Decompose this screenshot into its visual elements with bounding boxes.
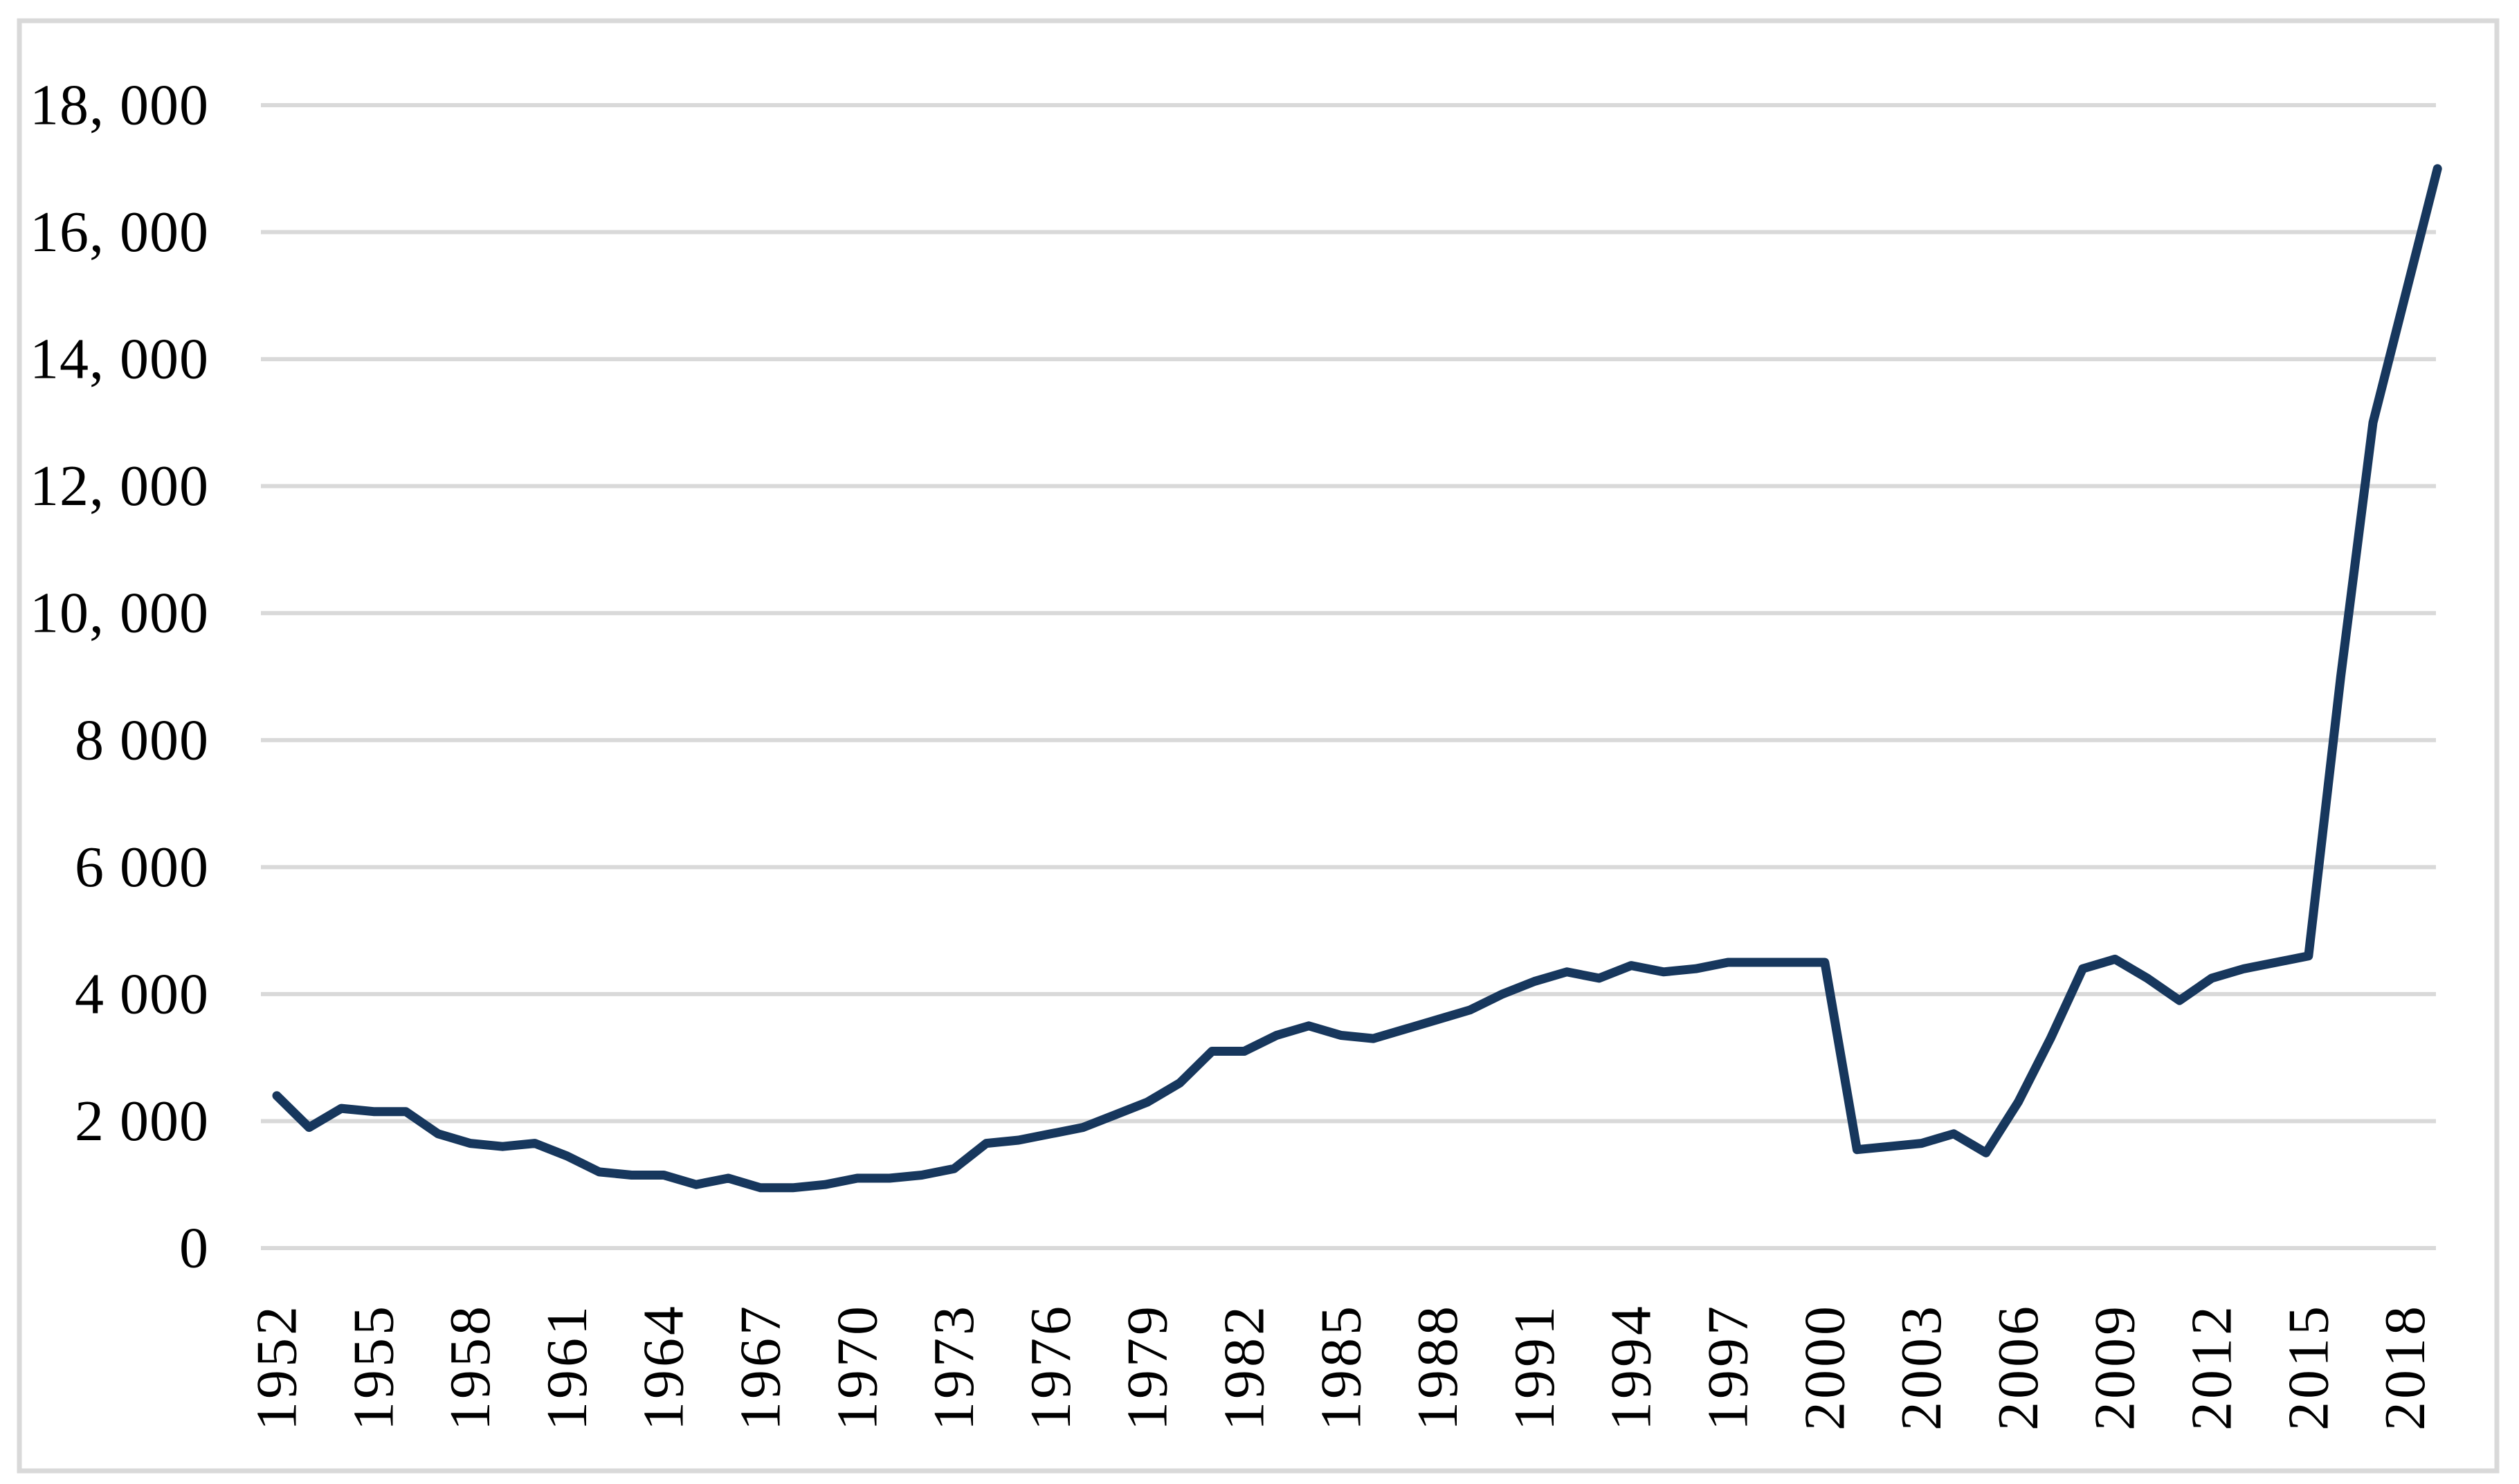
y-axis-tick-label: 18, 000	[30, 73, 209, 138]
y-axis-tick-label: 16, 000	[30, 200, 209, 264]
y-axis-tick-label: 8 000	[75, 708, 209, 772]
x-axis-tick-label: 1970	[825, 1303, 889, 1431]
x-axis-tick-label: 2015	[2276, 1303, 2340, 1431]
x-axis-tick-label: 1976	[1019, 1303, 1083, 1431]
x-axis-tick-label: 1994	[1599, 1303, 1664, 1431]
x-axis-tick-label: 1988	[1406, 1303, 1470, 1431]
x-axis-tick-label: 1961	[535, 1303, 599, 1431]
x-axis-tick-label: 1982	[1212, 1303, 1277, 1431]
x-axis-tick-label: 1967	[729, 1303, 793, 1431]
x-axis-tick-label: 2009	[2083, 1303, 2147, 1431]
y-axis-tick-label: 12, 000	[30, 454, 209, 518]
y-axis-tick-label: 6 000	[75, 835, 209, 899]
y-axis-tick-label: 0	[179, 1216, 209, 1281]
x-axis-tick-label: 2003	[1889, 1303, 1954, 1431]
y-axis-tick-label: 4 000	[75, 962, 209, 1026]
y-axis-tick-label: 10, 000	[30, 581, 209, 645]
x-axis-tick-label: 1952	[245, 1303, 309, 1431]
y-axis-tick-label: 2 000	[75, 1089, 209, 1153]
x-axis-tick-label: 1958	[438, 1303, 502, 1431]
x-axis-tick-label: 1964	[632, 1303, 696, 1431]
x-axis-tick-label: 1955	[341, 1303, 406, 1431]
x-axis-tick-label: 1979	[1116, 1303, 1180, 1431]
chart-frame-border	[17, 18, 2500, 1474]
y-axis-tick-label: 14, 000	[30, 327, 209, 392]
x-axis-tick-label: 2012	[2180, 1303, 2244, 1431]
x-axis-tick-label: 2018	[2373, 1303, 2437, 1431]
x-axis-tick-label: 2000	[1792, 1303, 1857, 1431]
x-axis-tick-label: 1991	[1502, 1303, 1567, 1431]
x-axis-tick-label: 1997	[1696, 1303, 1761, 1431]
x-axis-tick-label: 1973	[922, 1303, 986, 1431]
x-axis-tick-label: 2006	[1986, 1303, 2050, 1431]
x-axis-tick-label: 1985	[1309, 1303, 1373, 1431]
data-series-line	[272, 164, 2442, 1193]
